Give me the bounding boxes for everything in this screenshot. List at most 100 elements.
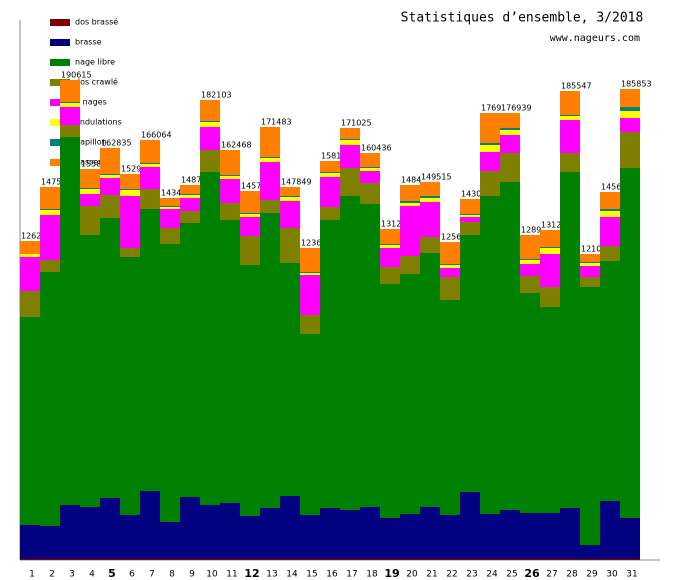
bar-segment [620, 111, 640, 118]
bar-segment [420, 202, 440, 237]
bar-segment [120, 559, 140, 560]
total-label: 1236 [301, 239, 321, 248]
bar-segment [180, 559, 200, 560]
bar-segment [180, 195, 200, 198]
bar-segment [100, 195, 120, 218]
bar-segment [420, 182, 440, 196]
total-label: 1430 [461, 190, 481, 199]
bar-segment [320, 508, 340, 559]
bar-segment [140, 140, 160, 163]
total-label: 166064 [141, 131, 172, 140]
bar-segment [320, 173, 340, 177]
bar-segment [100, 218, 120, 498]
bar-segment [200, 127, 220, 150]
legend-swatch [50, 19, 70, 26]
bar-segment [500, 113, 520, 128]
bar-segment [200, 505, 220, 559]
legend-swatch [50, 59, 70, 66]
bar-segment [80, 189, 100, 194]
bar-segment [220, 203, 240, 220]
bar-segment [80, 206, 100, 235]
bar-segment [420, 196, 440, 198]
bar-segment [540, 254, 560, 287]
bar-segment [300, 515, 320, 559]
bar-segment [380, 248, 400, 267]
bar-segment [180, 194, 200, 195]
x-tick-label: 4 [89, 570, 95, 580]
bar-segment [360, 507, 380, 559]
bar-segment [300, 315, 320, 334]
bar-segment [500, 510, 520, 559]
bar-segment [380, 229, 400, 244]
bar-segment [100, 559, 120, 560]
legend-label: passes [75, 158, 102, 167]
bar-segment [140, 189, 160, 209]
bar-segment [140, 559, 160, 560]
x-tick-label: 11 [226, 570, 237, 580]
total-label: 185547 [561, 82, 592, 91]
bar-segment [500, 130, 520, 135]
bar-segment [60, 137, 80, 505]
bar-segment [100, 148, 120, 174]
x-tick-label: 2 [49, 570, 55, 580]
bar-segment [320, 161, 340, 172]
x-tick-label: 10 [206, 570, 218, 580]
bar-segment [400, 559, 420, 560]
total-label: 155851 [81, 160, 112, 169]
total-label: 160436 [361, 144, 392, 153]
bar-segment [20, 291, 40, 317]
bar-segment [260, 158, 280, 162]
total-label: 1456 [601, 183, 621, 192]
x-tick-label: 28 [566, 570, 578, 580]
bar-segment [580, 287, 600, 545]
bar-segment [600, 217, 620, 246]
bar-segment [600, 559, 620, 560]
x-tick-label: 8 [169, 570, 175, 580]
bar-segment [60, 505, 80, 559]
bar-segment [400, 256, 420, 274]
bar-segment [80, 235, 100, 507]
bar-segment [220, 179, 240, 203]
bar-segment [400, 201, 420, 203]
bar-segment [320, 559, 340, 560]
x-tick-label: 13 [266, 570, 277, 580]
x-tick-label: 16 [326, 570, 338, 580]
bar-segment [440, 300, 460, 515]
bar-segment [180, 185, 200, 194]
bar-segment [600, 192, 620, 209]
bar-segment [180, 497, 200, 559]
bar-segment [600, 261, 620, 501]
bar-segment [480, 559, 500, 560]
legend-label: dos brassé [75, 17, 118, 27]
total-label: 1484 [401, 176, 421, 185]
bar-segment [420, 507, 440, 559]
bar-segment [40, 210, 60, 215]
bar-segment [360, 167, 380, 168]
total-label: 162468 [221, 141, 252, 150]
total-label: 1312 [541, 221, 561, 230]
bar-segment [140, 167, 160, 189]
bar-segment [80, 559, 100, 560]
bar-segment [620, 168, 640, 518]
bar-segment [480, 152, 500, 171]
bar-segment [580, 262, 600, 263]
bar-segment [480, 514, 500, 559]
bar-segment [440, 515, 460, 559]
bar-segment [100, 174, 120, 175]
bar-segment [560, 116, 580, 120]
total-label: 1434 [161, 189, 181, 198]
bar-segment [280, 197, 300, 201]
bar-segment [420, 237, 440, 253]
bar-segment [620, 518, 640, 559]
bar-segment [260, 157, 280, 158]
x-tick-label: 12 [244, 567, 259, 580]
bar-segment [340, 145, 360, 168]
bar-segment [260, 162, 280, 200]
bar-segment [160, 228, 180, 244]
total-label: 1475 [41, 178, 61, 187]
chart-title: Statistiques d’ensemble, 3/2018 [401, 11, 644, 26]
bar-segment [60, 103, 80, 107]
bar-segment [20, 257, 40, 291]
x-tick-label: 20 [406, 570, 418, 580]
bar-segment [380, 284, 400, 518]
